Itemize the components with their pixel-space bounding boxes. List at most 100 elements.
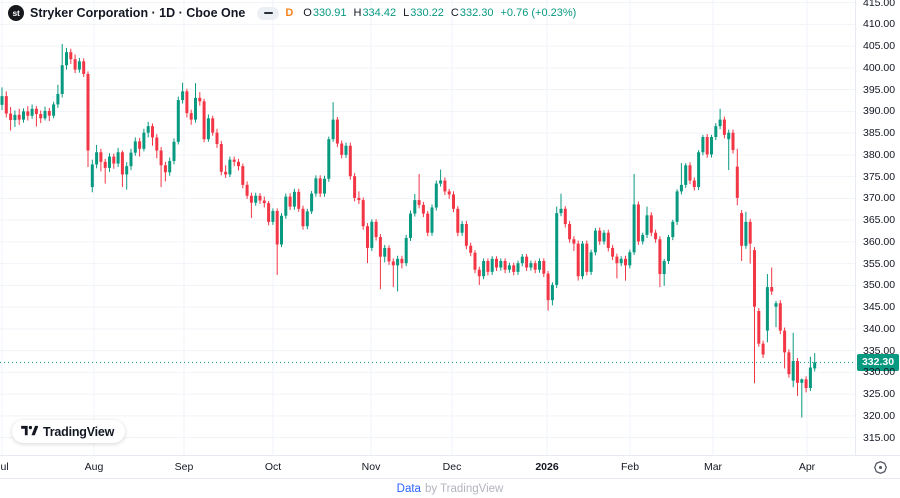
candle-body [731, 132, 735, 151]
price-axis-label: 370.00 [863, 192, 896, 205]
low-label: L [403, 7, 410, 19]
price-axis-label: 410.00 [863, 18, 896, 31]
tradingview-logo-icon [21, 425, 38, 436]
candle-body [0, 96, 4, 105]
candle-body [753, 250, 756, 307]
candle-body [56, 93, 60, 105]
candle-body [667, 237, 670, 261]
candle-body [77, 61, 81, 70]
price-axis-label: 345.00 [863, 301, 896, 314]
resolution-badge: D [285, 7, 294, 19]
candle-body [353, 176, 357, 198]
candle-body [168, 160, 172, 173]
candle-body [744, 221, 748, 246]
candle-body [486, 261, 490, 272]
candle-body [757, 311, 761, 344]
by-tradingview-text: by TradingView [424, 482, 504, 495]
collapse-legend-button[interactable] [257, 6, 280, 20]
candle-body [761, 343, 765, 355]
candle-body [387, 247, 391, 262]
candle-body [542, 261, 546, 274]
candle-body [714, 126, 718, 138]
tradingview-logo-pill[interactable]: TradingView [12, 420, 126, 443]
close-value: 332.30 [459, 7, 494, 19]
last-price-badge: 332.30 [857, 353, 899, 371]
candle-body [163, 165, 167, 173]
candle-body [215, 132, 219, 144]
candle-body [331, 119, 335, 140]
candle-body [90, 164, 94, 188]
candle-body [47, 110, 51, 116]
candle-body [292, 191, 296, 207]
candle-body [417, 200, 421, 205]
high-label: H [353, 7, 362, 19]
candle-body [701, 137, 705, 153]
time-axis-label: Sep [174, 461, 194, 473]
candle-body [499, 261, 503, 268]
symbol-logo-icon[interactable]: st [8, 5, 24, 21]
price-axis-label: 415.00 [863, 0, 896, 9]
candle-body [43, 110, 47, 119]
candle-body [520, 256, 524, 264]
candle-body [662, 261, 666, 275]
candle-body [224, 171, 228, 175]
axis-settings-gear-icon[interactable] [872, 459, 889, 476]
data-link[interactable]: Data [396, 482, 421, 495]
candle-body [593, 230, 597, 253]
tradingview-wordmark: TradingView [43, 424, 115, 439]
candle-body [60, 65, 64, 94]
candle-body [774, 303, 778, 307]
price-axis-label: 390.00 [863, 105, 896, 118]
candle-body [241, 166, 245, 185]
candle-body [692, 180, 696, 188]
candle-body [675, 191, 679, 222]
time-axis-label: Feb [620, 461, 640, 473]
time-axis[interactable]: Jul Aug Sep Oct Nov Dec 2026 Feb Mar Apr [0, 455, 900, 478]
candle-body [550, 284, 554, 301]
candle-body [344, 145, 348, 155]
attribution-bar: Data by TradingView [0, 478, 900, 498]
candle-body [710, 137, 713, 155]
candle-body [516, 263, 520, 272]
candle-body [120, 152, 124, 175]
chart-plot-area[interactable] [0, 0, 855, 455]
candle-body [4, 96, 8, 114]
candle-body [327, 139, 331, 179]
candle-body [546, 273, 550, 301]
time-axis-label: 2026 [535, 461, 559, 473]
candle-body [460, 224, 464, 233]
candle-body [697, 152, 701, 188]
change-value: +0.76 (+0.23%) [500, 7, 577, 19]
close-label: C [450, 7, 459, 19]
symbol-title[interactable]: Stryker Corporation · 1D · Cboe One [30, 6, 246, 20]
price-axis[interactable]: 332.30 315.00 320.00 325.00 330.00 335.00 340… [855, 0, 900, 455]
price-axis-label: 320.00 [863, 409, 896, 422]
candle-body [366, 226, 369, 248]
candle-body [796, 361, 799, 383]
candle-body [206, 118, 210, 140]
low-value: 330.22 [410, 7, 444, 19]
candlestick-canvas[interactable] [0, 0, 855, 455]
candle-body [555, 213, 559, 285]
candle-body [374, 221, 378, 238]
minus-icon [263, 11, 273, 15]
candle-body [705, 137, 709, 155]
candle-body [679, 184, 683, 192]
ohlc-readout: O 330.91 H 334.42 L 330.22 C 332.30 +0.76 (+… [303, 7, 576, 19]
candle-body [572, 239, 576, 244]
price-axis-label: 350.00 [863, 279, 896, 292]
candle-body [808, 367, 812, 389]
candle-body [112, 156, 116, 164]
candle-body [787, 352, 791, 375]
candle-body [22, 111, 25, 120]
candle-body [129, 152, 133, 167]
candle-body [464, 224, 468, 246]
candle-body [26, 111, 30, 116]
candle-body [172, 141, 176, 161]
candle-body [430, 207, 434, 233]
candle-body [581, 243, 584, 277]
candle-body [185, 91, 189, 114]
candle-body [439, 180, 443, 184]
candle-body [585, 243, 589, 272]
candle-body [297, 191, 301, 209]
